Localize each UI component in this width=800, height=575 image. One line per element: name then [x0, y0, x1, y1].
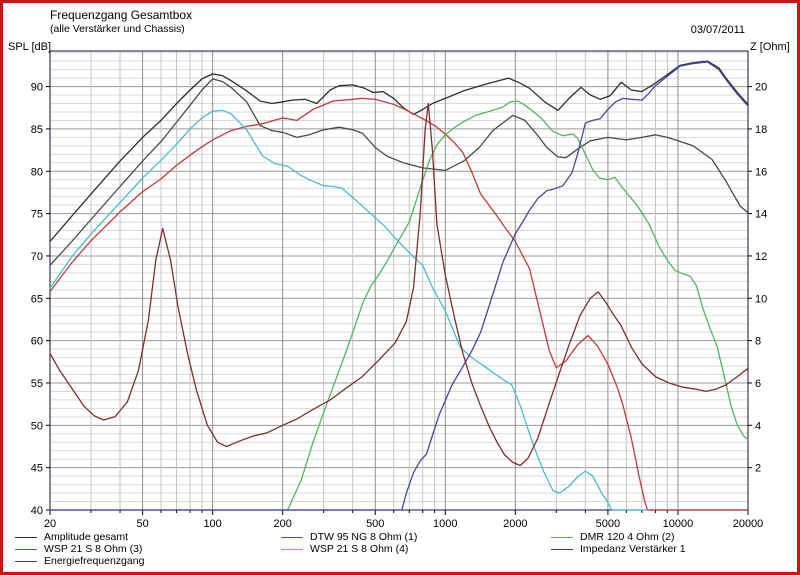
svg-text:2000: 2000: [503, 518, 527, 530]
svg-text:14: 14: [755, 209, 767, 221]
svg-text:6: 6: [755, 378, 761, 390]
svg-text:4: 4: [755, 420, 761, 432]
series-dtw-95-ng-8-ohm-1: [49, 61, 749, 511]
axis-ticks: [46, 86, 752, 515]
svg-text:1000: 1000: [433, 518, 457, 530]
svg-text:50: 50: [136, 518, 148, 530]
svg-text:45: 45: [31, 463, 43, 475]
svg-text:20: 20: [755, 82, 767, 94]
legend-item: Energiefrequenzgang: [15, 555, 144, 567]
legend-swatch: [281, 548, 303, 550]
svg-text:500: 500: [366, 518, 384, 530]
svg-text:50: 50: [31, 420, 43, 432]
svg-text:80: 80: [31, 166, 43, 178]
series-impedanz-verst-rker-1: [49, 102, 749, 467]
svg-text:55: 55: [31, 378, 43, 390]
legend-swatch: [551, 536, 573, 538]
legend-label: Amplitude gesamt: [44, 531, 129, 543]
legend-label: WSP 21 S 8 Ohm (4): [310, 543, 409, 555]
legend-swatch: [15, 548, 37, 550]
legend-item: Amplitude gesamt: [15, 531, 144, 543]
svg-text:20: 20: [44, 518, 56, 530]
svg-text:16: 16: [755, 166, 767, 178]
svg-text:20000: 20000: [733, 518, 764, 530]
legend-item: Impedanz Verstärker 1: [551, 543, 686, 555]
plot-frame: [49, 50, 749, 511]
legend-column: Amplitude gesamt WSP 21 S 8 Ohm (3) Energi…: [15, 531, 144, 567]
legend-swatch: [15, 560, 37, 562]
svg-text:60: 60: [31, 336, 43, 348]
legend-swatch: [281, 536, 303, 538]
impedance-axis-label: Z [Ohm]: [750, 41, 790, 53]
svg-text:10: 10: [755, 293, 767, 305]
svg-text:40: 40: [31, 505, 43, 517]
series-wsp-21-s-8-ohm-3: [49, 97, 749, 511]
series-energiefrequenzgang: [49, 78, 749, 266]
legend-item: DMR 120 4 Ohm (2): [551, 531, 686, 543]
svg-text:70: 70: [31, 251, 43, 263]
svg-text:65: 65: [31, 293, 43, 305]
legend-label: DTW 95 NG 8 Ohm (1): [310, 531, 418, 543]
legend-swatch: [15, 536, 37, 538]
legend-column: DTW 95 NG 8 Ohm (1) WSP 21 S 8 Ohm (4): [281, 531, 417, 555]
svg-text:5000: 5000: [596, 518, 620, 530]
legend-label: DMR 120 4 Ohm (2): [580, 531, 675, 543]
svg-text:8: 8: [755, 336, 761, 348]
legend-label: Impedanz Verstärker 1: [580, 543, 686, 555]
legend-label: Energiefrequenzgang: [44, 555, 145, 567]
legend-item: WSP 21 S 8 Ohm (3): [15, 543, 144, 555]
series-dmr-120-4-ohm-2: [286, 100, 749, 511]
legend-label: WSP 21 S 8 Ohm (3): [44, 543, 143, 555]
legend-item: WSP 21 S 8 Ohm (4): [281, 543, 417, 555]
svg-text:90: 90: [31, 82, 43, 94]
svg-text:12: 12: [755, 251, 767, 263]
spl-axis-label: SPL [dB]: [8, 41, 52, 53]
svg-text:10000: 10000: [663, 518, 694, 530]
svg-text:2: 2: [755, 463, 761, 475]
page-title: Frequenzgang Gesamtbox: [50, 8, 193, 22]
svg-text:18: 18: [755, 124, 767, 136]
series-curves: [49, 60, 749, 511]
axis-tick-labels: 9085807570656055504540201816141210864220…: [31, 82, 768, 530]
svg-text:75: 75: [31, 209, 43, 221]
legend-item: DTW 95 NG 8 Ohm (1): [281, 531, 417, 543]
svg-text:100: 100: [203, 518, 221, 530]
svg-text:200: 200: [273, 518, 291, 530]
gridlines: [49, 51, 749, 510]
svg-text:85: 85: [31, 124, 43, 136]
legend-column: DMR 120 4 Ohm (2) Impedanz Verstärker 1: [551, 531, 686, 555]
chart-date: 03/07/2011: [690, 24, 745, 36]
legend-swatch: [551, 548, 573, 550]
series-wsp-21-s-8-ohm-4: [49, 109, 649, 511]
frequency-response-plot: 9085807570656055504540201816141210864220…: [31, 50, 768, 530]
page-subtitle: (alle Verstärker und Chassis): [50, 23, 185, 35]
